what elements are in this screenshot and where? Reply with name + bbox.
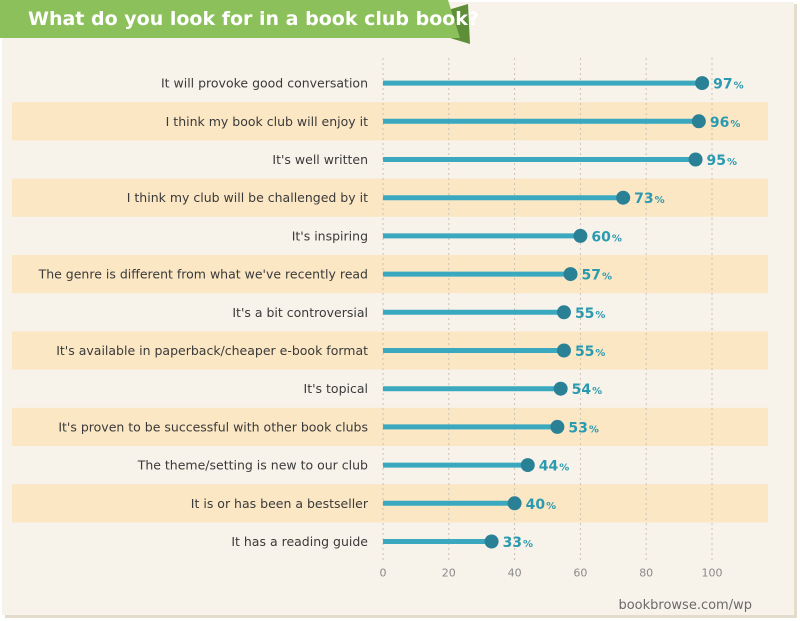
bar-end-dot (695, 76, 710, 91)
category-label: It's topical (304, 381, 368, 396)
bar-end-dot (616, 190, 631, 205)
bar-end-dot (550, 419, 565, 434)
category-label: It's available in paperback/cheaper e-bo… (56, 343, 368, 358)
value-label: 95% (707, 153, 738, 169)
x-tick-label: 0 (380, 567, 387, 580)
value-label: 40% (526, 497, 557, 513)
category-label: It will provoke good conversation (161, 76, 368, 91)
category-label: I think my club will be challenged by it (127, 190, 368, 205)
bar-end-dot (556, 305, 571, 320)
x-tick-label: 40 (508, 567, 522, 580)
value-label: 60% (591, 229, 622, 245)
category-label: The genre is different from what we've r… (38, 267, 368, 282)
x-tick-label: 80 (639, 567, 653, 580)
x-tick-label: 100 (702, 567, 723, 580)
value-label: 55% (575, 306, 606, 322)
chart-title: What do you look for in a book club book… (28, 8, 479, 30)
category-label: It's a bit controversial (232, 305, 368, 320)
bar-end-dot (484, 534, 499, 549)
value-label: 54% (572, 382, 603, 398)
value-label: 44% (539, 459, 570, 475)
bar-end-dot (556, 343, 571, 358)
bar-end-dot (691, 114, 706, 129)
value-label: 73% (634, 191, 665, 207)
value-label: 57% (582, 268, 613, 284)
category-label: It has a reading guide (231, 534, 368, 549)
value-label: 33% (503, 535, 534, 551)
bar-end-dot (688, 152, 703, 167)
value-label: 55% (575, 344, 606, 360)
category-label: It is or has been a bestseller (191, 496, 369, 511)
value-label: 53% (568, 420, 599, 436)
source-label: bookbrowse.com/wp (618, 598, 752, 613)
x-tick-label: 20 (442, 567, 456, 580)
bar-end-dot (507, 496, 522, 511)
category-label: The theme/setting is new to our club (137, 458, 368, 473)
bar-end-dot (553, 381, 568, 396)
category-label: I think my book club will enjoy it (166, 114, 368, 129)
x-tick-label: 60 (573, 567, 587, 580)
bar-end-dot (520, 458, 535, 473)
chart-background (2, 2, 794, 615)
bar-end-dot (573, 228, 588, 243)
category-label: It's inspiring (292, 228, 368, 243)
title-banner (0, 0, 460, 38)
bar-end-dot (563, 267, 578, 282)
value-label: 97% (713, 77, 744, 93)
category-label: It's proven to be successful with other … (58, 419, 368, 434)
category-label: It's well written (272, 152, 368, 167)
value-label: 96% (710, 115, 741, 131)
